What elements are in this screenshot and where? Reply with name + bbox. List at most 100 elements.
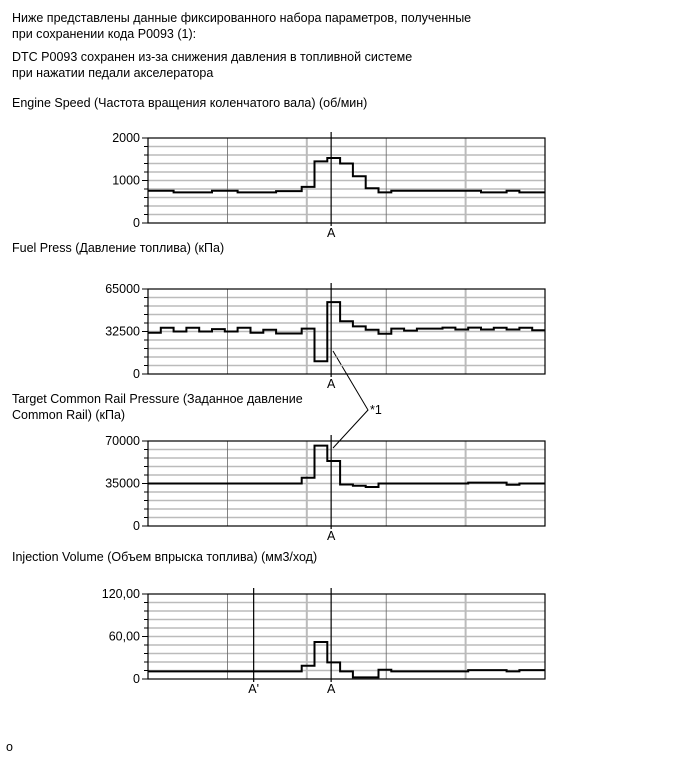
data-step bbox=[417, 190, 430, 192]
data-step bbox=[314, 445, 327, 447]
data-step bbox=[186, 670, 199, 672]
data-step bbox=[302, 665, 315, 667]
chart-2: 0 32500 65000 A bbox=[105, 282, 546, 391]
data-step bbox=[366, 329, 379, 331]
data-step bbox=[455, 670, 468, 672]
marker-label: A bbox=[327, 529, 336, 543]
data-step bbox=[340, 483, 353, 485]
data-step bbox=[532, 483, 545, 485]
data-step bbox=[404, 190, 417, 192]
data-step bbox=[468, 482, 481, 484]
data-step bbox=[366, 676, 379, 678]
data-step bbox=[238, 670, 251, 672]
data-step bbox=[161, 327, 174, 329]
data-step bbox=[519, 191, 532, 193]
data-step bbox=[340, 320, 353, 322]
y-tick-label: 120,00 bbox=[102, 587, 140, 601]
data-step bbox=[366, 187, 379, 189]
data-step bbox=[199, 483, 212, 485]
data-step bbox=[327, 460, 340, 462]
chart-1-title: Engine Speed (Частота вращения коленчато… bbox=[12, 96, 368, 110]
data-step bbox=[391, 483, 404, 485]
data-step bbox=[417, 328, 430, 330]
data-step bbox=[379, 669, 392, 671]
data-step bbox=[353, 325, 366, 327]
data-step bbox=[519, 483, 532, 485]
data-step bbox=[391, 670, 404, 672]
data-step bbox=[289, 670, 302, 672]
data-step bbox=[404, 670, 417, 672]
data-step bbox=[174, 483, 187, 485]
data-step bbox=[250, 670, 263, 672]
data-step bbox=[353, 676, 366, 678]
data-step bbox=[481, 482, 494, 484]
data-step bbox=[148, 483, 161, 485]
y-tick-label: 2000 bbox=[112, 131, 140, 145]
data-step bbox=[379, 333, 392, 335]
data-step bbox=[302, 328, 315, 330]
data-step bbox=[327, 661, 340, 663]
data-step bbox=[532, 669, 545, 671]
data-step bbox=[199, 331, 212, 333]
data-step bbox=[430, 483, 443, 485]
callout-leader-line bbox=[332, 350, 369, 449]
data-step bbox=[455, 483, 468, 485]
data-step bbox=[455, 329, 468, 331]
data-step bbox=[199, 191, 212, 193]
data-step bbox=[238, 483, 251, 485]
data-step bbox=[507, 329, 520, 331]
data-step bbox=[186, 483, 199, 485]
data-step bbox=[468, 190, 481, 192]
data-step bbox=[238, 327, 251, 329]
data-step bbox=[391, 328, 404, 330]
data-step bbox=[148, 332, 161, 334]
data-step bbox=[532, 191, 545, 193]
data-step bbox=[314, 360, 327, 362]
data-step bbox=[250, 483, 263, 485]
data-step bbox=[225, 483, 238, 485]
data-step bbox=[443, 190, 456, 192]
data-step bbox=[238, 191, 251, 193]
chart-3-title-line-2: Common Rail) (кПа) bbox=[12, 408, 126, 422]
series-line bbox=[148, 301, 545, 363]
data-step bbox=[417, 670, 430, 672]
data-step bbox=[225, 190, 238, 192]
data-step bbox=[302, 186, 315, 188]
data-step bbox=[494, 669, 507, 671]
marker-label: A' bbox=[248, 682, 259, 696]
data-step bbox=[507, 190, 520, 192]
data-step bbox=[276, 190, 289, 192]
marker-label: A bbox=[327, 682, 336, 696]
chart-3-title: Target Common Rail Pressure (Заданное да… bbox=[12, 392, 303, 406]
y-tick-label: 70000 bbox=[105, 434, 140, 448]
data-step bbox=[212, 483, 225, 485]
data-step bbox=[430, 328, 443, 330]
data-step bbox=[494, 191, 507, 193]
marker-label: A bbox=[327, 226, 336, 240]
data-step bbox=[225, 331, 238, 333]
series-line bbox=[148, 641, 545, 679]
y-tick-label: 65000 bbox=[105, 282, 140, 296]
intro-line-2: при сохранении кода P0093 (1): bbox=[12, 27, 197, 41]
data-step bbox=[494, 482, 507, 484]
data-step bbox=[199, 670, 212, 672]
data-step bbox=[212, 670, 225, 672]
data-step bbox=[507, 670, 520, 672]
marker-label: A bbox=[327, 377, 336, 391]
data-step bbox=[263, 191, 276, 193]
data-step bbox=[391, 190, 404, 192]
data-step bbox=[174, 331, 187, 333]
data-step bbox=[263, 329, 276, 331]
data-step bbox=[186, 191, 199, 193]
data-step bbox=[148, 670, 161, 672]
data-step bbox=[161, 483, 174, 485]
data-step bbox=[263, 670, 276, 672]
data-step bbox=[507, 484, 520, 486]
data-step bbox=[225, 670, 238, 672]
data-step bbox=[468, 327, 481, 329]
data-step bbox=[353, 175, 366, 177]
data-step bbox=[276, 483, 289, 485]
data-step bbox=[455, 190, 468, 192]
data-step bbox=[430, 670, 443, 672]
